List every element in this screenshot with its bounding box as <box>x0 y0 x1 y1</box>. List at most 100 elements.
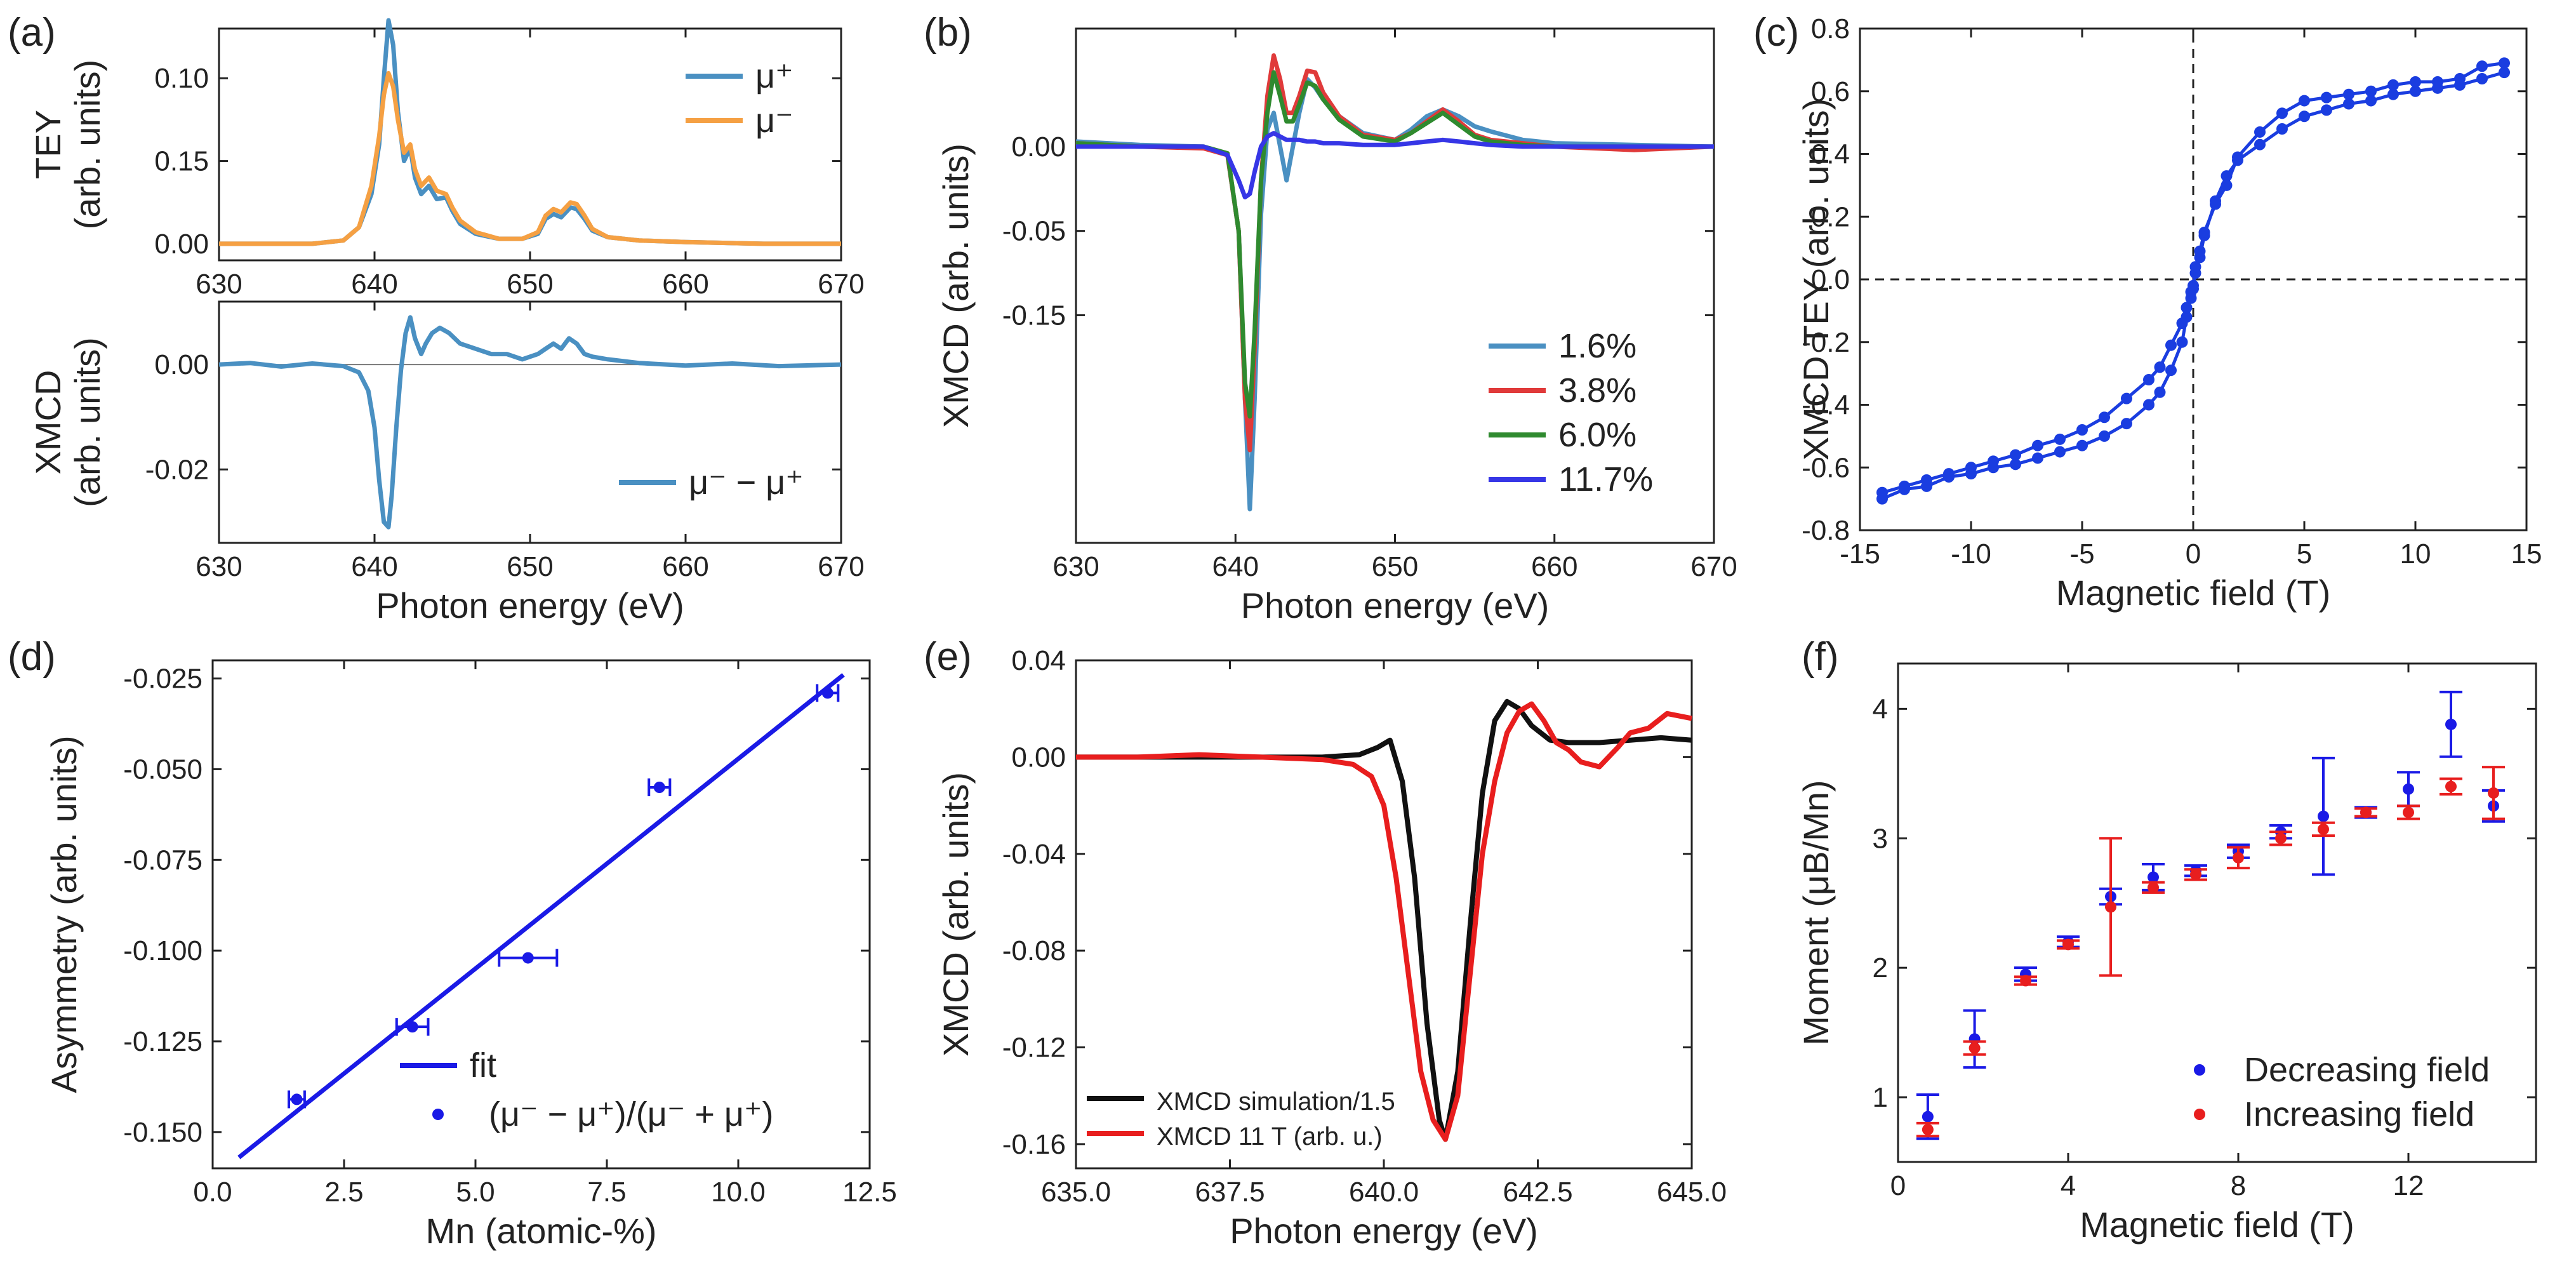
b-legend-6-0pct-label: 6.0% <box>1558 416 1637 454</box>
f-point-increasing <box>2403 806 2414 818</box>
c-ylabel: XMCD TEY (arb. units) <box>1796 98 1836 461</box>
b-ytick-label: 0.00 <box>1011 131 1066 163</box>
panel-label-b: (b) <box>924 11 972 55</box>
c-point <box>2254 138 2266 150</box>
c-ytick-label: 0.0 <box>1811 264 1850 295</box>
f-point-increasing <box>2020 975 2031 987</box>
d-xtick-label: 7.5 <box>587 1177 626 1208</box>
d-legend-points-swatch <box>432 1109 444 1120</box>
c-point <box>1965 462 1977 474</box>
c-point <box>2365 85 2377 97</box>
c-point <box>2365 95 2377 107</box>
f-point-increasing <box>2190 869 2201 881</box>
e-ytick-label: -0.08 <box>1002 935 1066 966</box>
b-ylabel: XMCD (arb. units) <box>936 143 976 428</box>
c-point <box>1943 468 1955 480</box>
d-ytick-label: -0.100 <box>123 935 202 966</box>
a-top-legend-mu-minus-label: μ⁻ <box>755 102 793 140</box>
c-xtick-label: -10 <box>1951 538 1991 570</box>
c-point <box>2198 226 2210 238</box>
b-xtick-label: 640 <box>1212 551 1259 582</box>
a-bottom-series-difference <box>218 315 842 530</box>
c-point <box>2499 57 2510 69</box>
c-point <box>2410 76 2421 88</box>
a-top-ytick-label: 0.00 <box>154 229 209 260</box>
d-point <box>653 782 665 793</box>
c-point <box>2210 198 2221 210</box>
f-point-increasing <box>2318 823 2329 835</box>
b-ytick-label: -0.15 <box>1002 300 1066 331</box>
d-point <box>291 1093 303 1105</box>
f-point-increasing <box>2233 851 2244 864</box>
d-ytick-label: -0.150 <box>123 1117 202 1148</box>
f-axes-frame <box>1897 662 2537 1163</box>
d-ytick-label: -0.025 <box>123 664 202 695</box>
c-point <box>1899 480 1910 492</box>
plot-a-top: 630 640 650 660 670 0.00 0.15 0.10 TEY (arb. unit… <box>28 18 865 300</box>
b-xtick-label: 650 <box>1372 551 1418 582</box>
c-point <box>2188 283 2199 295</box>
c-point <box>2476 73 2488 84</box>
b-xtick-label: 660 <box>1531 551 1577 582</box>
c-point <box>2387 88 2399 100</box>
c-xtick-label: -5 <box>2069 538 2094 570</box>
c-ytick-label: 0.2 <box>1811 201 1850 232</box>
e-series-simulation <box>1076 698 1692 1142</box>
c-point <box>2054 446 2066 458</box>
a-bottom-legend-difference-label: μ⁻ − μ⁺ <box>689 464 804 502</box>
c-point <box>2454 73 2466 84</box>
c-point <box>2099 411 2110 424</box>
c-point <box>2276 107 2288 119</box>
a-bottom-xtick-label: 660 <box>662 551 708 582</box>
panel-label-c: (c) <box>1753 11 1799 55</box>
c-xtick-label: 5 <box>2297 538 2312 570</box>
b-legend-1-6pct-label: 1.6% <box>1558 327 1637 365</box>
c-point <box>2410 85 2421 97</box>
c-xtick-label: -15 <box>1840 538 1880 570</box>
f-ytick-label: 1 <box>1873 1082 1888 1113</box>
d-xtick-label: 5.0 <box>456 1177 495 1208</box>
e-legend-simulation-label: XMCD simulation/1.5 <box>1157 1088 1395 1116</box>
c-point <box>2032 452 2043 464</box>
f-ytick-label: 2 <box>1873 952 1888 984</box>
d-point <box>406 1021 418 1033</box>
c-point <box>2176 336 2188 348</box>
f-xtick-label: 0 <box>1890 1170 1906 1201</box>
c-point <box>2432 76 2443 88</box>
d-xtick-label: 2.5 <box>324 1177 363 1208</box>
c-point <box>2276 123 2288 135</box>
e-ytick-label: 0.04 <box>1011 645 1066 676</box>
c-point <box>2165 364 2177 377</box>
f-point-decreasing <box>2148 871 2159 883</box>
c-ytick-label: -0.4 <box>1802 390 1850 421</box>
a-bottom-ylabel: XMCD <box>28 370 68 475</box>
c-point <box>2143 399 2154 411</box>
e-ytick-label: -0.12 <box>1002 1032 1066 1064</box>
e-xtick-label: 637.5 <box>1195 1177 1265 1208</box>
a-bottom-xlabel: Photon energy (eV) <box>376 585 684 625</box>
c-point <box>2054 433 2066 445</box>
b-xtick-label: 630 <box>1052 551 1099 582</box>
c-point <box>2321 104 2332 116</box>
d-axes-frame <box>211 659 871 1170</box>
a-top-series-mu-minus <box>219 70 841 246</box>
f-xtick-label: 4 <box>2061 1170 2076 1201</box>
c-xtick-label: 0 <box>2186 538 2201 570</box>
c-point <box>2076 424 2088 436</box>
f-xtick-label: 12 <box>2393 1170 2424 1201</box>
plot-a-bottom: 630 640 650 660 670 0.00 -0.02 Photon energy (e… <box>28 300 865 625</box>
c-point <box>2194 245 2206 257</box>
panel-label-d: (d) <box>8 635 56 679</box>
c-point <box>2099 430 2110 442</box>
a-top-xtick-label: 650 <box>507 269 553 300</box>
a-top-axes-frame <box>218 27 842 262</box>
d-xtick-label: 10.0 <box>711 1177 766 1208</box>
c-point <box>2343 98 2354 110</box>
c-point <box>1876 486 1888 498</box>
a-top-ylabel: TEY <box>28 110 68 179</box>
f-point-decreasing <box>2445 718 2457 730</box>
c-point <box>2387 79 2399 91</box>
e-ytick-label: -0.16 <box>1002 1129 1066 1160</box>
